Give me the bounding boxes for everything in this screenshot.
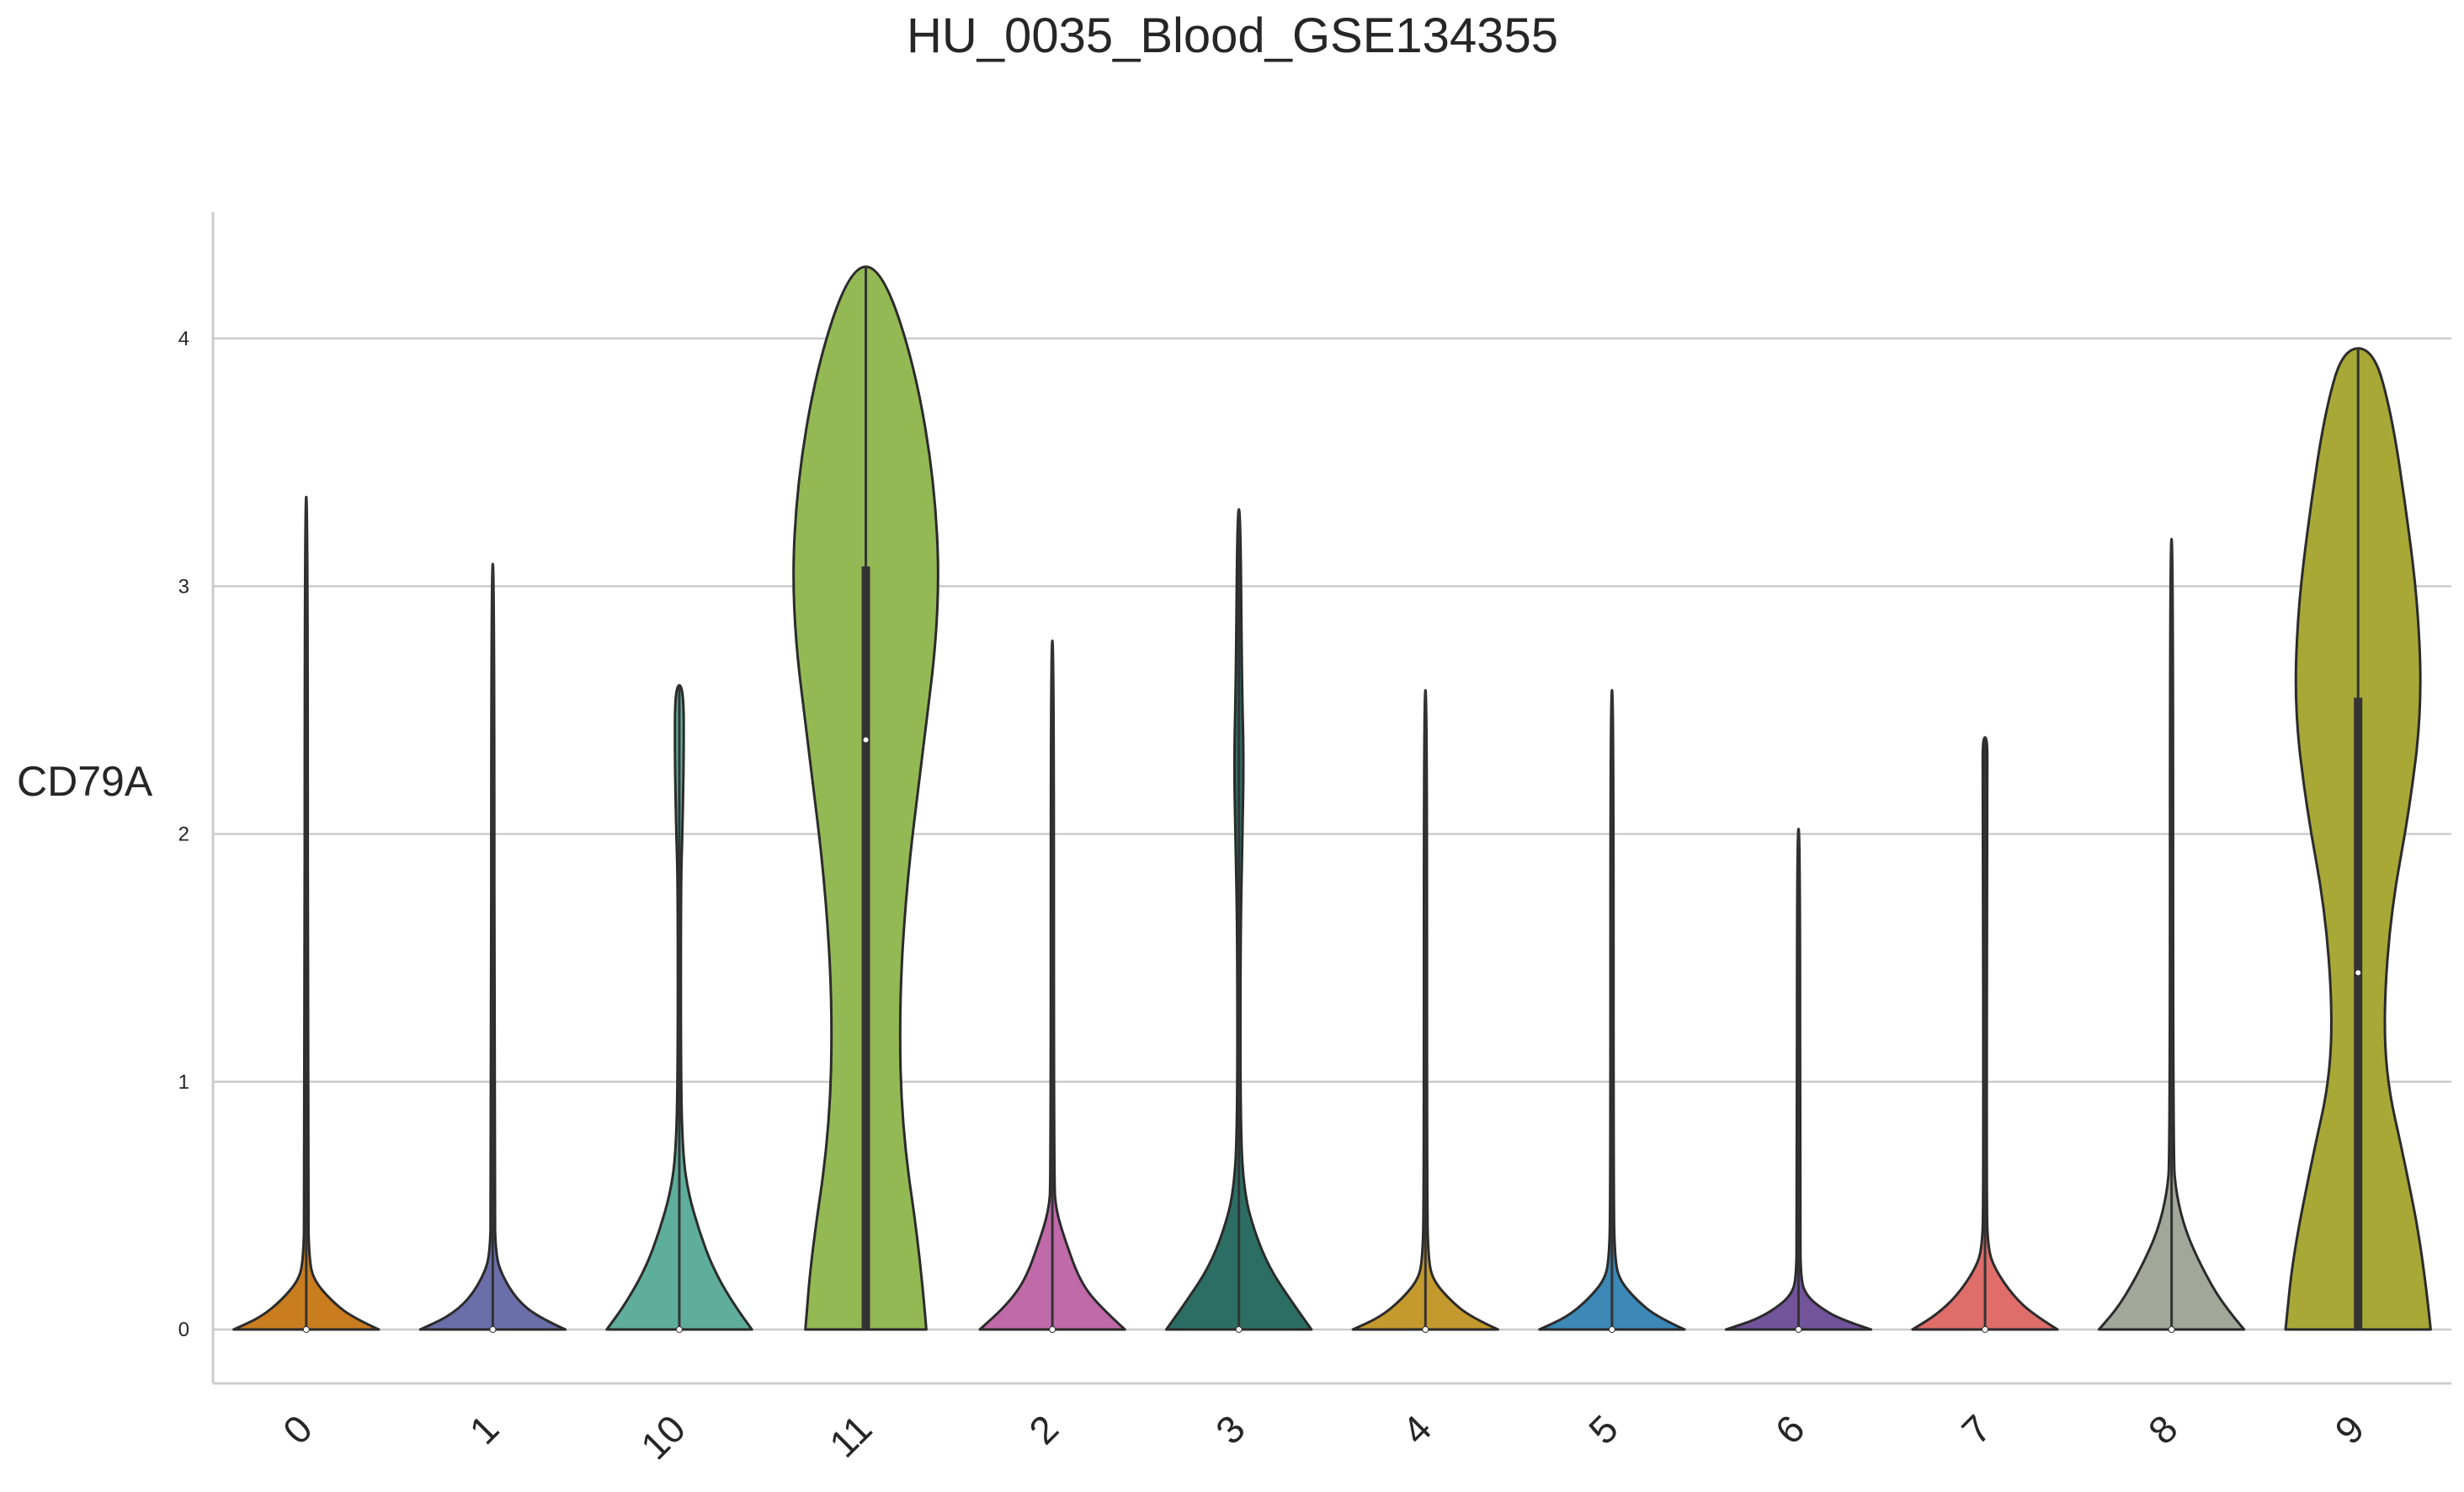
violin-median-10 [675, 1326, 683, 1333]
y-tick-label-3: 3 [178, 575, 189, 598]
axes: 0 1 2 3 4 0 1 10 11 2 3 4 5 6 7 8 9 [178, 212, 2451, 1468]
x-tick-label-11: 11 [821, 1406, 881, 1466]
violin-5 [1538, 689, 1686, 1333]
violin-median-8 [2168, 1326, 2175, 1333]
violin-7 [1911, 736, 2059, 1333]
violin-1 [418, 562, 567, 1333]
y-axis-label: CD79A [17, 758, 153, 805]
x-tick-label-0: 0 [274, 1406, 321, 1452]
chart-title: HU_0035_Blood_GSE134355 [907, 8, 1558, 63]
violin-8 [2097, 537, 2246, 1333]
violin-3 [1165, 508, 1313, 1333]
violin-median-11 [862, 736, 870, 743]
violin-2 [978, 639, 1126, 1333]
violin-6 [1724, 828, 1873, 1333]
grid-lines [213, 337, 2451, 1331]
x-tick-label-8: 8 [2140, 1406, 2186, 1452]
x-tick-label-3: 3 [1207, 1406, 1253, 1452]
x-tick-label-10: 10 [632, 1406, 694, 1468]
y-tick-label-1: 1 [178, 1071, 189, 1094]
violin-median-2 [1049, 1326, 1056, 1333]
violin-median-7 [1982, 1326, 1989, 1333]
violin-11 [792, 265, 939, 1331]
violin-median-9 [2355, 969, 2362, 977]
violin-median-1 [489, 1326, 497, 1333]
violin-median-0 [302, 1326, 310, 1333]
x-tick-label-4: 4 [1393, 1406, 1440, 1452]
violin-median-4 [1422, 1326, 1429, 1333]
x-tick-label-5: 5 [1580, 1406, 1626, 1452]
violin-4 [1351, 689, 1499, 1333]
x-tick-label-1: 1 [461, 1406, 508, 1452]
violin-9 [2284, 347, 2432, 1331]
y-tick-label-4: 4 [178, 328, 189, 350]
y-tick-label-2: 2 [178, 823, 189, 846]
violin-10 [605, 684, 753, 1333]
x-tick-label-9: 9 [2326, 1406, 2372, 1452]
violin-median-5 [1608, 1326, 1615, 1333]
y-tick-label-0: 0 [178, 1319, 189, 1341]
x-tick-label-2: 2 [1020, 1406, 1067, 1452]
violin-median-3 [1235, 1326, 1243, 1333]
x-tick-label-7: 7 [1953, 1406, 1999, 1452]
violin-0 [232, 495, 381, 1333]
violins [232, 265, 2432, 1333]
x-tick-label-6: 6 [1767, 1406, 1813, 1452]
violin-median-6 [1795, 1326, 1802, 1333]
